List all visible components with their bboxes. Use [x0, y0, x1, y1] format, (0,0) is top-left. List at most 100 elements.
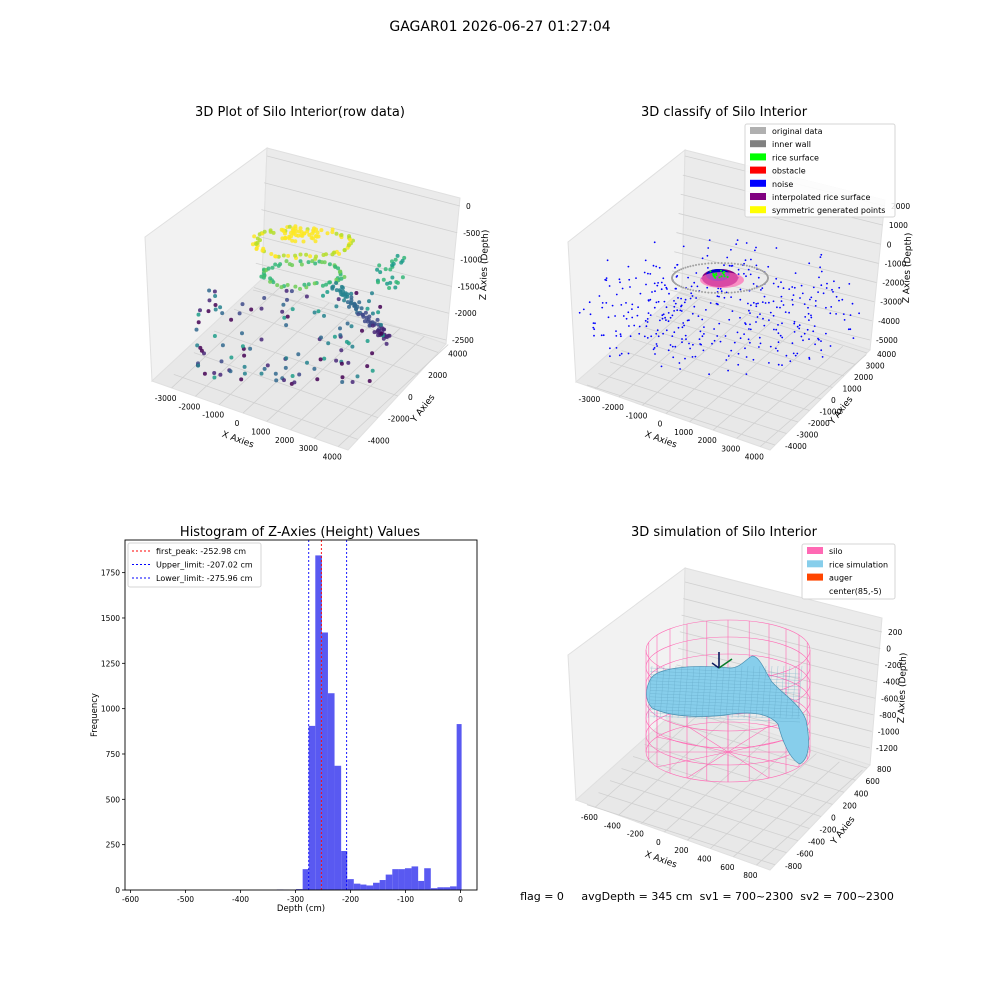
z-tick-label: -2500 [452, 336, 474, 345]
noise-point [614, 315, 616, 317]
x-tick-label: 2000 [275, 436, 294, 445]
scatter-point [220, 311, 225, 316]
scatter-point [218, 305, 223, 310]
scatter-point [375, 330, 380, 334]
scatter-point [312, 310, 317, 315]
noise-point [652, 264, 655, 267]
scatter-point [212, 289, 217, 294]
inner-wall-point [717, 292, 720, 294]
mesh-line [761, 665, 767, 719]
noise-point [615, 335, 618, 337]
noise-point [671, 345, 674, 348]
z-tick-label: 200 [888, 628, 903, 637]
y-tick-label: 0 [831, 813, 836, 822]
noise-point [646, 321, 649, 323]
scatter-point [228, 369, 233, 374]
noise-point [809, 298, 811, 301]
classify-plot-title: 3D classify of Silo Interior [641, 105, 808, 120]
rice-surface-point [722, 271, 725, 274]
scatter-point [218, 372, 223, 377]
mesh-line [677, 665, 683, 719]
noise-point [781, 322, 783, 325]
noise-point [649, 273, 652, 275]
noise-point [703, 326, 705, 328]
noise-point [720, 290, 723, 293]
noise-point [625, 317, 628, 320]
x-tick-label: -300 [287, 895, 304, 904]
scatter-point [325, 290, 330, 294]
noise-point [609, 355, 611, 358]
noise-point [819, 266, 821, 269]
scatter-point [293, 239, 298, 244]
scatter-point [305, 360, 309, 365]
noise-point [750, 258, 752, 261]
x-tick-label: -200 [627, 830, 644, 839]
noise-point [713, 328, 715, 330]
x-axis-label: X Axies [220, 430, 255, 451]
noise-point [799, 297, 801, 299]
z-tick-label: 2000 [891, 202, 910, 211]
noise-point [618, 278, 621, 281]
z-tick-label: -3000 [880, 298, 902, 307]
noise-point [820, 284, 823, 287]
scatter-point [262, 366, 267, 371]
scatter-point [313, 239, 318, 244]
inner-wall-point [689, 288, 692, 291]
noise-point [784, 311, 787, 313]
noise-point [814, 305, 817, 307]
scatter-point [240, 331, 244, 336]
scatter-point [239, 377, 244, 382]
noise-point [653, 282, 656, 285]
scatter-point [343, 294, 348, 299]
noise-point [619, 333, 622, 336]
noise-point [730, 248, 732, 251]
noise-point [831, 288, 833, 291]
noise-point [730, 265, 733, 267]
scatter-point [378, 304, 383, 309]
noise-point [601, 306, 604, 309]
classified-points [578, 239, 860, 376]
noise-point [747, 268, 750, 271]
grid-line-x [218, 302, 330, 405]
x-tick-label: 1000 [674, 428, 693, 437]
z-tick-label: 0 [466, 202, 471, 211]
scatter-point [313, 261, 318, 266]
z-tick-label: -2000 [455, 309, 477, 318]
inner-wall-point [733, 291, 736, 294]
x-tick-label: -100 [397, 895, 414, 904]
scatter-point [387, 333, 392, 338]
scatter-point [287, 224, 292, 229]
x-tick-label: -1000 [202, 411, 224, 420]
inner-wall-point [714, 291, 716, 294]
scatter-point [376, 310, 381, 315]
scatter-point [334, 304, 339, 309]
inner-wall-point [707, 262, 710, 265]
noise-point [631, 303, 634, 306]
inner-wall-point [686, 288, 689, 291]
grid-line-x [756, 769, 863, 866]
noise-point [653, 347, 656, 349]
noise-point [829, 345, 832, 347]
scatter-point [311, 236, 315, 241]
z-axis-label: Z Axies (Depth) [902, 233, 914, 304]
inner-wall-point [692, 264, 695, 267]
grid-line-x [712, 337, 820, 431]
noise-point [650, 335, 653, 338]
noise-point [681, 338, 683, 340]
noise-point [598, 295, 601, 297]
scatter-point [290, 238, 295, 243]
mesh-line [743, 665, 749, 719]
noise-point [699, 330, 702, 333]
noise-point [743, 272, 745, 275]
inner-wall-point [757, 268, 760, 271]
noise-point [664, 316, 666, 319]
scatter-point [391, 261, 396, 266]
x-tick-labels: -3000-2000-1000 0 1000 2000 3000 4000 [155, 394, 342, 462]
scatter-point [360, 328, 364, 333]
x-tick-labels: -600 -500 -400 -300 -200 -100 0 [122, 890, 463, 904]
legend-label: auger [829, 574, 853, 583]
noise-point [674, 345, 677, 348]
noise-point [822, 292, 825, 295]
inner-wall-point [740, 290, 742, 293]
noise-point [686, 319, 689, 322]
